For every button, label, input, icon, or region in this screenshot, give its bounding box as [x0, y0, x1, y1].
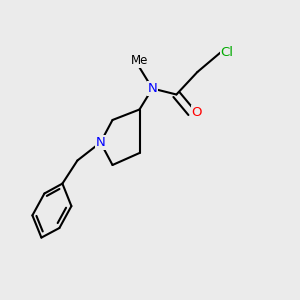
Text: N: N [96, 136, 105, 149]
Text: N: N [148, 82, 157, 95]
Text: Cl: Cl [220, 46, 233, 59]
Text: Me: Me [131, 55, 148, 68]
Text: O: O [191, 106, 202, 119]
